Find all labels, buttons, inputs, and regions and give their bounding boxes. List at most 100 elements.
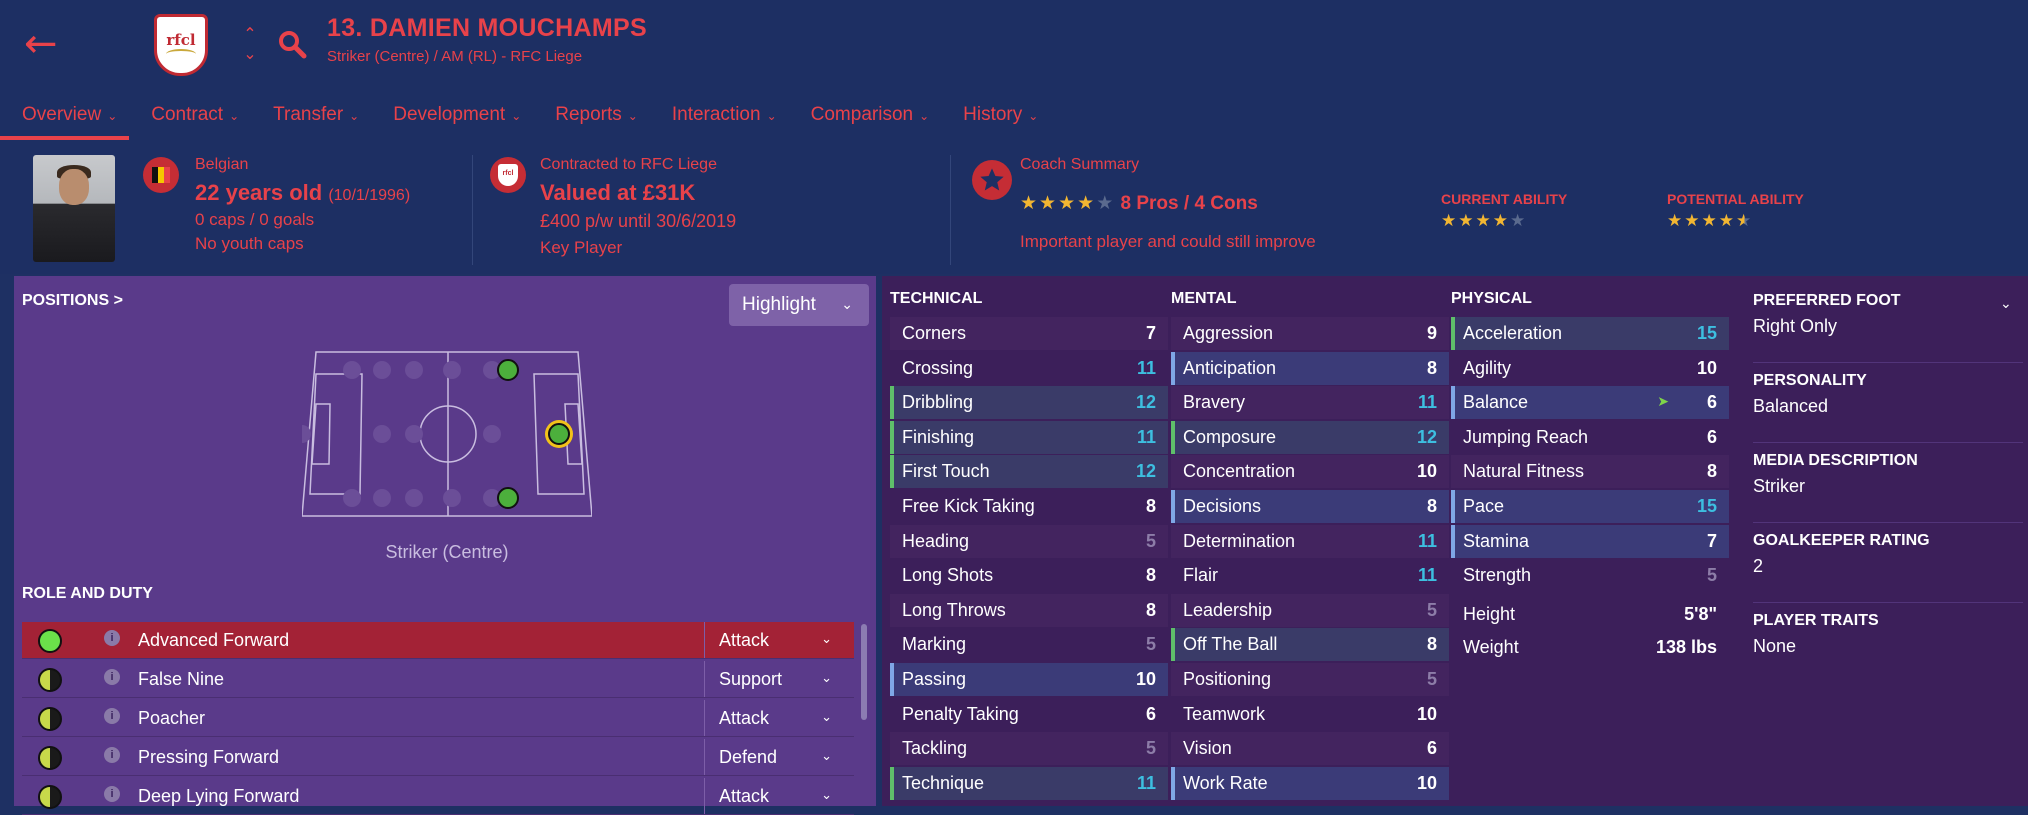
tab-transfer[interactable]: Transfer ⌄ — [251, 100, 371, 140]
star-full-icon: ★ — [1701, 211, 1719, 231]
duty-dropdown[interactable]: Defend ⌄ — [704, 739, 854, 775]
attr-row-strength: Strength 5 — [1451, 559, 1729, 592]
attr-name: Composure — [1183, 426, 1277, 447]
tab-development[interactable]: Development ⌄ — [371, 100, 533, 140]
divider — [1753, 362, 2023, 363]
player-value: Valued at £31K — [540, 180, 696, 205]
attr-name: Acceleration — [1463, 323, 1563, 343]
attr-value: 11 — [1417, 530, 1437, 551]
tab-label: Interaction — [671, 104, 761, 125]
attr-row-pace: Pace 15 — [1451, 490, 1729, 523]
chevron-up-icon[interactable]: ⌃ — [243, 24, 257, 43]
chevron-down-icon: ⌄ — [766, 109, 777, 123]
info-icon[interactable]: i — [104, 630, 120, 646]
attr-row-decisions: Decisions 8 — [1171, 490, 1449, 523]
info-icon[interactable]: i — [104, 786, 120, 802]
duty-dropdown[interactable]: Attack ⌄ — [704, 622, 854, 658]
tab-label: Contract — [151, 104, 224, 125]
detail-value: None — [1753, 636, 1797, 656]
chevron-down-icon: ⌄ — [821, 749, 832, 764]
attr-value: 12 — [1416, 426, 1437, 447]
current-ability-stars: ★★★★★ — [1441, 211, 1527, 231]
attr-value: 11 — [1417, 565, 1437, 586]
detail-heading: PERSONALITY — [1753, 372, 1867, 389]
chevron-down-icon: ⌄ — [821, 710, 832, 725]
chevron-down-icon: ⌄ — [627, 109, 638, 123]
tab-history[interactable]: History ⌄ — [941, 100, 1050, 140]
role-list-scrollbar[interactable] — [861, 624, 867, 720]
tab-comparison[interactable]: Comparison ⌄ — [789, 100, 942, 140]
weight-row: Weight 138 lbs — [1463, 637, 1717, 658]
chevron-down-icon: ⌄ — [229, 109, 240, 123]
divider — [1753, 602, 2023, 603]
tab-interaction[interactable]: Interaction ⌄ — [650, 100, 789, 140]
attr-value: 11 — [1136, 426, 1156, 447]
info-bar — [0, 142, 2028, 274]
attr-row-stamina: Stamina 7 — [1451, 524, 1729, 558]
star-empty-icon: ★ — [1510, 211, 1528, 231]
duty-dropdown[interactable]: Support ⌄ — [704, 661, 854, 697]
dob: (10/1/1996) — [328, 187, 411, 204]
chevron-down-icon[interactable]: ⌄ — [243, 44, 257, 63]
chevron-down-icon[interactable]: ⌄ — [2000, 296, 2012, 312]
belgium-flag-icon — [143, 157, 179, 193]
info-icon[interactable]: i — [104, 708, 120, 724]
technical-header: TECHNICAL — [890, 290, 983, 307]
attr-value: 11 — [1417, 392, 1437, 413]
duty-label: Support — [719, 669, 783, 689]
tab-reports[interactable]: Reports ⌄ — [533, 100, 650, 140]
attr-value: 8 — [1426, 634, 1437, 655]
attr-value: 10 — [1135, 669, 1156, 689]
player-photo — [33, 155, 115, 262]
attr-value: 11 — [1136, 357, 1156, 378]
attr-name: Natural Fitness — [1463, 461, 1585, 482]
divider — [472, 155, 473, 265]
role-suitability-icon — [38, 629, 62, 653]
attr-value: 5 — [1426, 669, 1437, 689]
attr-name: Free Kick Taking — [902, 496, 1035, 516]
duty-dropdown[interactable]: Attack ⌄ — [704, 778, 854, 814]
player-nav-arrows[interactable]: ⌃ ⌄ — [238, 24, 262, 68]
search-icon[interactable] — [276, 28, 308, 60]
tab-overview[interactable]: Overview ⌄ — [0, 100, 130, 140]
detail-value: Right Only — [1753, 316, 1838, 336]
role-row[interactable]: i False Nine Support ⌄ — [22, 661, 854, 698]
duty-dropdown[interactable]: Attack ⌄ — [704, 700, 854, 736]
role-row[interactable]: i Deep Lying Forward Attack ⌄ — [22, 778, 854, 815]
tab-contract[interactable]: Contract ⌄ — [129, 100, 251, 140]
role-row[interactable]: i Poacher Attack ⌄ — [22, 700, 854, 737]
positions-header[interactable]: POSITIONS > — [22, 292, 123, 309]
info-icon[interactable]: i — [104, 669, 120, 685]
attr-name: Balance — [1463, 392, 1529, 413]
attr-value: 5 — [1426, 599, 1437, 620]
attr-name: Pace — [1463, 496, 1505, 516]
youth-caps: No youth caps — [195, 234, 304, 253]
attr-row-aggression: Aggression 9 — [1171, 317, 1449, 350]
role-row[interactable]: i Advanced Forward Attack ⌄ — [22, 622, 854, 659]
duty-label: Attack — [719, 630, 770, 650]
attr-name: Finishing — [902, 426, 975, 447]
attr-name: Marking — [902, 634, 967, 655]
attr-value: 11 — [1136, 772, 1156, 793]
attr-name: Agility — [1463, 357, 1512, 378]
chevron-down-icon: ⌄ — [821, 632, 832, 647]
attr-name: Flair — [1183, 565, 1218, 586]
attr-row-bravery: Bravery 11 — [1171, 386, 1449, 420]
club-crest-icon[interactable]: rfcl — [154, 14, 208, 76]
star-empty-icon: ★ — [1096, 192, 1116, 214]
attr-name: Heading — [902, 530, 970, 551]
star-full-icon: ★ — [1667, 211, 1685, 231]
attr-value: 10 — [1416, 461, 1437, 482]
role-name: Advanced Forward — [138, 630, 290, 650]
attr-row-long-throws: Long Throws 8 — [890, 593, 1168, 627]
back-arrow-icon[interactable]: ← — [24, 21, 58, 67]
age: 22 years old — [195, 180, 323, 205]
detail-value: Balanced — [1753, 396, 1829, 416]
role-row[interactable]: i Pressing Forward Defend ⌄ — [22, 739, 854, 776]
attr-row-acceleration: Acceleration 15 — [1451, 317, 1729, 350]
detail-value: Striker — [1753, 476, 1806, 496]
potential-ability-label: POTENTIAL ABILITY — [1667, 191, 1804, 207]
highlight-dropdown[interactable]: Highlight ⌄ — [729, 284, 869, 326]
info-icon[interactable]: i — [104, 747, 120, 763]
attr-value: 5 — [1145, 530, 1156, 551]
